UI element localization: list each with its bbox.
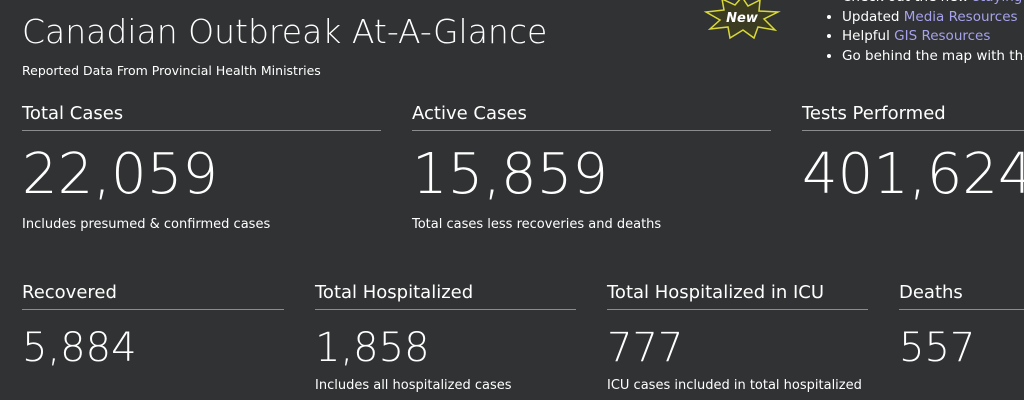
stat-note: ICU cases included in total hospitalized: [607, 378, 862, 393]
title: Canadian Outbreak At-A-Glance: [22, 12, 548, 51]
stat-label: Deaths: [899, 282, 1024, 310]
item-text: Go behind the map with the: [842, 48, 1024, 65]
stat-card: Total Hospitalized in ICU 777 ICU cases in…: [607, 282, 868, 393]
stat-value: 22,059: [22, 142, 218, 207]
badge-star: New: [703, 0, 781, 40]
stat-note: Total cases less recoveries and deaths: [412, 217, 662, 232]
stat-card: Active Cases 15,859 Total cases less recov…: [412, 103, 771, 232]
resource-item: Helpful GIS Resources: [842, 27, 1024, 47]
subtitle: Reported Data From Provincial Health Min…: [22, 63, 321, 78]
resource-item: Go behind the map with the: [842, 47, 1024, 67]
stat-label: Tests Performed: [802, 103, 1024, 131]
stat-card: Total Cases 22,059 Includes presumed & con…: [22, 103, 381, 232]
stat-value: 1,858: [315, 325, 430, 371]
stat-card: Total Hospitalized 1,858 Includes all hosp…: [315, 282, 576, 393]
item-link[interactable]: Media Resources: [903, 8, 1018, 25]
stat-label: Active Cases: [412, 103, 771, 131]
item-text: Updated: [842, 8, 900, 25]
badge-text: New: [726, 11, 759, 26]
item-text: Helpful: [842, 28, 890, 45]
stat-note: Includes all hospitalized cases: [315, 378, 512, 393]
stat-card: Deaths 557: [899, 282, 1024, 372]
resource-item: Check out the new staying b: [842, 0, 1024, 8]
stat-card: Tests Performed 401,624: [802, 103, 1024, 207]
stat-card: Recovered 5,884: [22, 282, 284, 372]
resource-list: Check out the new staying bUpdated Media…: [826, 0, 1024, 67]
stat-note: Includes presumed & confirmed cases: [22, 217, 271, 232]
stat-value: 401,624: [802, 142, 1024, 207]
stat-value: 15,859: [412, 142, 608, 207]
resource-item: Updated Media Resources: [842, 8, 1024, 28]
stat-value: 5,884: [22, 325, 137, 371]
stat-label: Recovered: [22, 282, 284, 310]
stat-label: Total Cases: [22, 103, 381, 131]
item-link[interactable]: GIS Resources: [894, 28, 991, 45]
stat-label: Total Hospitalized in ICU: [607, 282, 868, 310]
item-text: Check out the new: [842, 0, 969, 5]
stat-value: 777: [607, 325, 684, 371]
stat-value: 557: [899, 325, 976, 371]
new-badge: New: [702, 0, 782, 44]
item-link[interactable]: staying b: [973, 0, 1024, 5]
stat-label: Total Hospitalized: [315, 282, 576, 310]
